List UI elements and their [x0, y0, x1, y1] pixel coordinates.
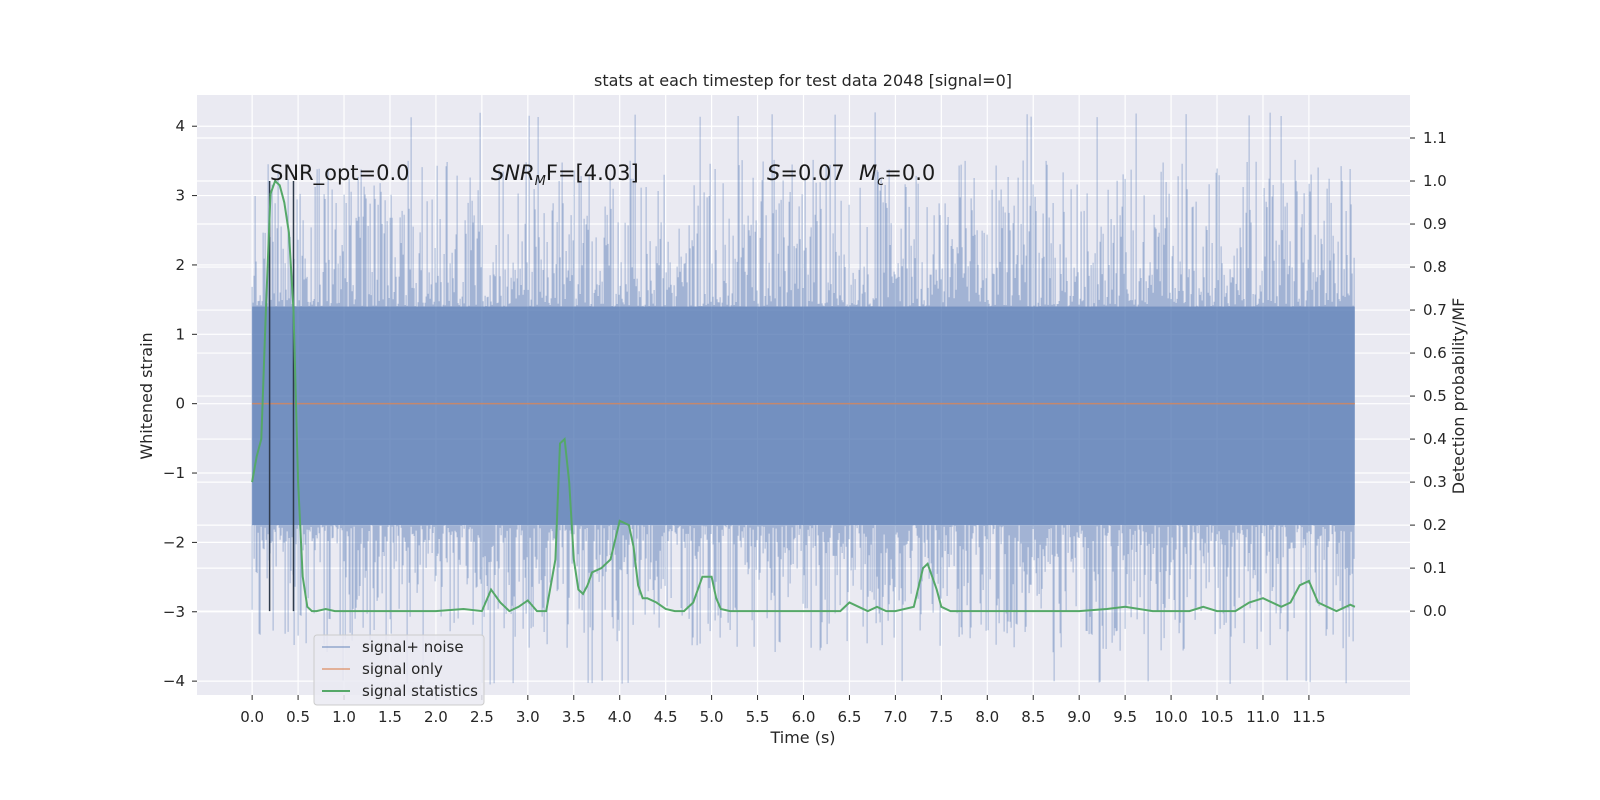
y-tick-label: −2 [163, 533, 185, 551]
mc-value: =0.0 [884, 161, 935, 185]
x-tick-label: 2.5 [470, 708, 494, 726]
x-tick-label: 4.5 [654, 708, 678, 726]
x-tick-label: 6.0 [792, 708, 816, 726]
noise-band [252, 306, 1355, 526]
x-tick-label: 8.0 [975, 708, 999, 726]
x-tick-label: 9.5 [1113, 708, 1137, 726]
s-value: =0.07 [780, 161, 844, 185]
s-symbol: S [767, 161, 780, 185]
right-y-tick-label: 1.1 [1423, 129, 1447, 147]
x-tick-label: 10.5 [1200, 708, 1233, 726]
y-tick-label: −3 [163, 603, 185, 621]
x-tick-label: 2.0 [424, 708, 448, 726]
right-y-tick-label: 0.5 [1423, 387, 1447, 405]
snr-mf-subscript: M [535, 174, 546, 189]
series-signal-noise [251, 112, 1355, 685]
x-tick-label: 7.5 [929, 708, 953, 726]
snr-mf-value: F=[4.03] [546, 161, 639, 185]
y-tick-label: 2 [175, 256, 185, 274]
y-tick-label: −4 [163, 672, 185, 690]
right-y-tick-label: 0.9 [1423, 215, 1447, 233]
x-tick-label: 9.0 [1067, 708, 1091, 726]
right-y-tick-label: 0.0 [1423, 602, 1447, 620]
right-y-tick-label: 0.8 [1423, 258, 1447, 276]
vertical-markers [268, 181, 295, 612]
legend-box [313, 634, 485, 706]
legend-label-signal-noise: signal+ noise [362, 638, 464, 656]
right-y-tick-label: 0.4 [1423, 430, 1447, 448]
x-tick-label: 1.5 [378, 708, 402, 726]
snr-mf-annotation: SNRMF=[4.03] [491, 161, 639, 189]
series-signal-statistics [251, 179, 1356, 613]
x-axis-ticks: 0.0 0.5 1.0 1.5 2.0 2.5 3.0 3.5 4.0 4.5 5.0 5.5 6.0 6… [240, 695, 1326, 726]
right-y-tick-label: 0.1 [1423, 559, 1447, 577]
mc-symbol: M [859, 161, 877, 185]
right-y-tick-label: 0.7 [1423, 301, 1447, 319]
x-axis-label: Time (s) [769, 728, 835, 747]
mc-subscript: c [877, 174, 884, 189]
legend-label-signal-only: signal only [362, 660, 443, 678]
x-tick-label: 7.0 [883, 708, 907, 726]
right-y-tick-label: 0.3 [1423, 473, 1447, 491]
mc-annotation: Mc=0.0 [859, 161, 935, 189]
snr-opt-annotation: SNR_opt=0.0 [270, 161, 410, 186]
legend-label-signal-statistics: signal statistics [362, 682, 478, 700]
x-tick-label: 0.0 [240, 708, 264, 726]
noise-trace [251, 112, 1355, 685]
x-tick-label: 4.0 [608, 708, 632, 726]
x-tick-label: 1.0 [332, 708, 356, 726]
x-tick-label: 3.5 [562, 708, 586, 726]
right-y-axis-label: Detection probability/MF [1449, 298, 1468, 495]
right-y-axis-ticks: 1.1 1.0 0.9 0.8 0.7 0.6 0.5 0.4 0.3 0.2 0.1 0.0 [1410, 129, 1447, 620]
x-tick-label: 0.5 [286, 708, 310, 726]
x-tick-label: 5.5 [746, 708, 770, 726]
x-tick-label: 10.0 [1154, 708, 1187, 726]
y-tick-label: −1 [163, 464, 185, 482]
chart-title: stats at each timestep for test data 204… [594, 71, 1012, 90]
right-y-tick-label: 1.0 [1423, 172, 1447, 190]
y-axis-label: Whitened strain [137, 332, 156, 459]
y-tick-label: 1 [175, 325, 185, 343]
x-tick-label: 11.5 [1292, 708, 1325, 726]
x-tick-label: 6.5 [838, 708, 862, 726]
legend: signal+ noise signal only signal statist… [313, 634, 485, 706]
x-tick-label: 11.0 [1246, 708, 1279, 726]
s-annotation: S=0.07 [767, 161, 845, 185]
right-y-tick-label: 0.2 [1423, 516, 1447, 534]
y-tick-label: 4 [175, 117, 185, 135]
y-tick-label: 0 [175, 395, 185, 413]
y-tick-label: 3 [175, 187, 185, 205]
y-axis-ticks: 4 3 2 1 0 −1 −2 −3 −4 [163, 117, 197, 690]
right-y-tick-label: 0.6 [1423, 344, 1447, 362]
x-tick-label: 5.0 [700, 708, 724, 726]
x-tick-label: 8.5 [1021, 708, 1045, 726]
x-tick-label: 3.0 [516, 708, 540, 726]
snr-mf-symbol: SNR [491, 161, 535, 185]
